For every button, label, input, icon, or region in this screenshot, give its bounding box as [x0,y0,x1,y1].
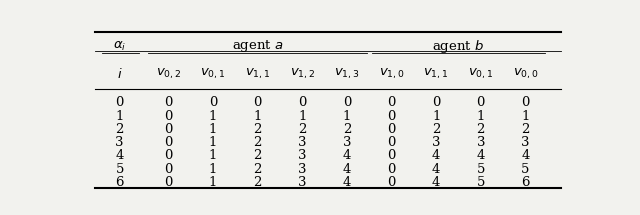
Text: $v_{1,1}$: $v_{1,1}$ [424,67,449,81]
Text: agent $a$: agent $a$ [232,38,284,54]
Text: 5: 5 [521,163,529,175]
Text: $v_{1,2}$: $v_{1,2}$ [289,67,315,81]
Text: 1: 1 [432,109,440,123]
Text: 2: 2 [253,176,262,189]
Text: 3: 3 [298,176,307,189]
Text: 1: 1 [298,109,307,123]
Text: 3: 3 [477,136,485,149]
Text: 4: 4 [432,149,440,162]
Text: 0: 0 [115,96,124,109]
Text: 4: 4 [432,176,440,189]
Text: 0: 0 [164,123,172,136]
Text: 4: 4 [432,163,440,175]
Text: 3: 3 [342,136,351,149]
Text: 5: 5 [115,163,124,175]
Text: 2: 2 [115,123,124,136]
Text: 5: 5 [477,163,485,175]
Text: 0: 0 [164,109,172,123]
Text: $v_{0,2}$: $v_{0,2}$ [156,67,181,81]
Text: 3: 3 [432,136,440,149]
Text: $v_{1,3}$: $v_{1,3}$ [334,67,360,81]
Text: 0: 0 [164,163,172,175]
Text: agent $b$: agent $b$ [433,38,484,55]
Text: 6: 6 [115,176,124,189]
Text: $\alpha_i$: $\alpha_i$ [113,40,126,53]
Text: $i$: $i$ [117,67,122,81]
Text: 6: 6 [521,176,530,189]
Text: $v_{0,0}$: $v_{0,0}$ [513,67,538,81]
Text: 4: 4 [342,149,351,162]
Text: 0: 0 [164,149,172,162]
Text: $v_{1,1}$: $v_{1,1}$ [245,67,270,81]
Text: 1: 1 [253,109,262,123]
Text: 0: 0 [164,96,172,109]
Text: 2: 2 [477,123,485,136]
Text: 0: 0 [521,96,529,109]
Text: 3: 3 [521,136,530,149]
Text: 5: 5 [477,176,485,189]
Text: 0: 0 [253,96,262,109]
Text: 1: 1 [209,149,217,162]
Text: 2: 2 [253,163,262,175]
Text: 2: 2 [432,123,440,136]
Text: 0: 0 [298,96,307,109]
Text: 1: 1 [209,176,217,189]
Text: 1: 1 [209,136,217,149]
Text: 1: 1 [209,163,217,175]
Text: 2: 2 [253,149,262,162]
Text: 0: 0 [164,176,172,189]
Text: 1: 1 [115,109,124,123]
Text: 0: 0 [387,109,396,123]
Text: 2: 2 [521,123,529,136]
Text: 2: 2 [342,123,351,136]
Text: 0: 0 [432,96,440,109]
Text: 3: 3 [298,163,307,175]
Text: 1: 1 [521,109,529,123]
Text: 0: 0 [387,123,396,136]
Text: 1: 1 [477,109,485,123]
Text: 1: 1 [342,109,351,123]
Text: 3: 3 [298,136,307,149]
Text: 0: 0 [477,96,485,109]
Text: 1: 1 [209,123,217,136]
Text: 0: 0 [387,163,396,175]
Text: $v_{0,1}$: $v_{0,1}$ [200,67,226,81]
Text: 3: 3 [298,149,307,162]
Text: 2: 2 [298,123,307,136]
Text: 3: 3 [115,136,124,149]
Text: 4: 4 [477,149,485,162]
Text: 2: 2 [253,123,262,136]
Text: 2: 2 [253,136,262,149]
Text: 4: 4 [115,149,124,162]
Text: 0: 0 [387,149,396,162]
Text: 0: 0 [209,96,217,109]
Text: $v_{0,1}$: $v_{0,1}$ [468,67,493,81]
Text: 4: 4 [342,176,351,189]
Text: $v_{1,0}$: $v_{1,0}$ [379,67,404,81]
Text: 0: 0 [342,96,351,109]
Text: 0: 0 [387,96,396,109]
Text: 0: 0 [387,176,396,189]
Text: 0: 0 [164,136,172,149]
Text: 4: 4 [342,163,351,175]
Text: 0: 0 [387,136,396,149]
Text: 1: 1 [209,109,217,123]
Text: 4: 4 [521,149,529,162]
